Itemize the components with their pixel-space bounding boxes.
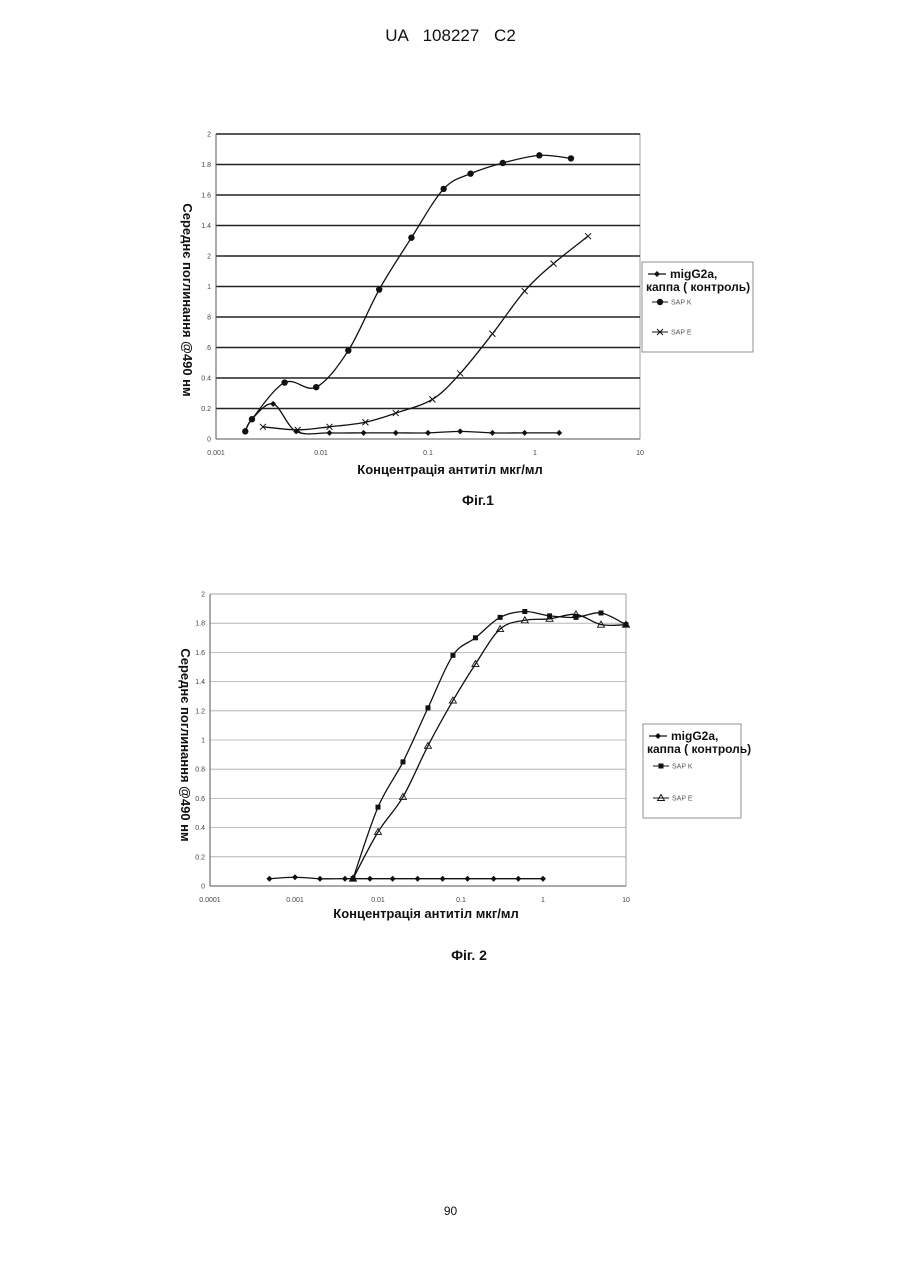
fig2-y-tick-label: 1.2 (195, 708, 205, 715)
fig2-series-1-point (425, 705, 430, 710)
fig2-series-1-point (400, 759, 405, 764)
fig2-x-tick-label: 0.0001 (199, 897, 221, 904)
fig2-caption: Фіг. 2 (451, 947, 487, 963)
fig2-y-axis-title: Середнє поглинання @490 нм (178, 648, 193, 841)
fig2-y-tick-label: 1.8 (195, 621, 205, 628)
fig2-y-tick-label: 2 (201, 592, 205, 599)
page-number: 90 (0, 1204, 901, 1218)
fig2-x-axis-title: Концентрація антитіл мкг/мл (333, 906, 518, 921)
fig2-x-tick-label: 0.001 (286, 897, 304, 904)
fig2-legend-label-0b: каппа ( контроль) (647, 742, 751, 756)
fig2-y-tick-label: 1.4 (195, 679, 205, 686)
fig2-series-1-point (599, 610, 604, 615)
fig2-series-1-point (450, 653, 455, 658)
fig2-legend-label-0: migG2a, (671, 729, 718, 743)
figure-2-chart: 0 0.2 0.4 0.6 0.8 1 1.2 1.4 1.6 1.8 2 0.0001 0.001 0.… (0, 0, 901, 1000)
fig2-y-tick-label: 1.6 (195, 650, 205, 657)
fig2-legend-label-2: SAP E (672, 796, 693, 803)
fig2-y-tick-label: 1 (201, 738, 205, 745)
fig2-series-1-point (473, 635, 478, 640)
fig2-x-tick-label: 0.01 (371, 897, 385, 904)
fig2-y-tick-label: 0 (201, 884, 205, 891)
fig2-x-tick-label: 1 (541, 897, 545, 904)
fig2-legend-label-1: SAP K (672, 764, 693, 771)
fig2-series-1-point (522, 609, 527, 614)
fig2-legend-marker-1 (659, 764, 664, 769)
fig2-y-tick-label: 0.4 (195, 825, 205, 832)
fig2-series-1-point (376, 805, 381, 810)
fig2-legend: migG2a,каппа ( контроль) SAP K SAP E (643, 724, 751, 818)
fig2-x-tick-label: 0.1 (456, 897, 466, 904)
fig2-y-tick-label: 0.6 (195, 796, 205, 803)
fig2-y-tick-label: 0.2 (195, 854, 205, 861)
fig2-series-1-point (498, 615, 503, 620)
fig2-y-tick-label: 0.8 (195, 767, 205, 774)
fig2-x-tick-label: 10 (622, 897, 630, 904)
